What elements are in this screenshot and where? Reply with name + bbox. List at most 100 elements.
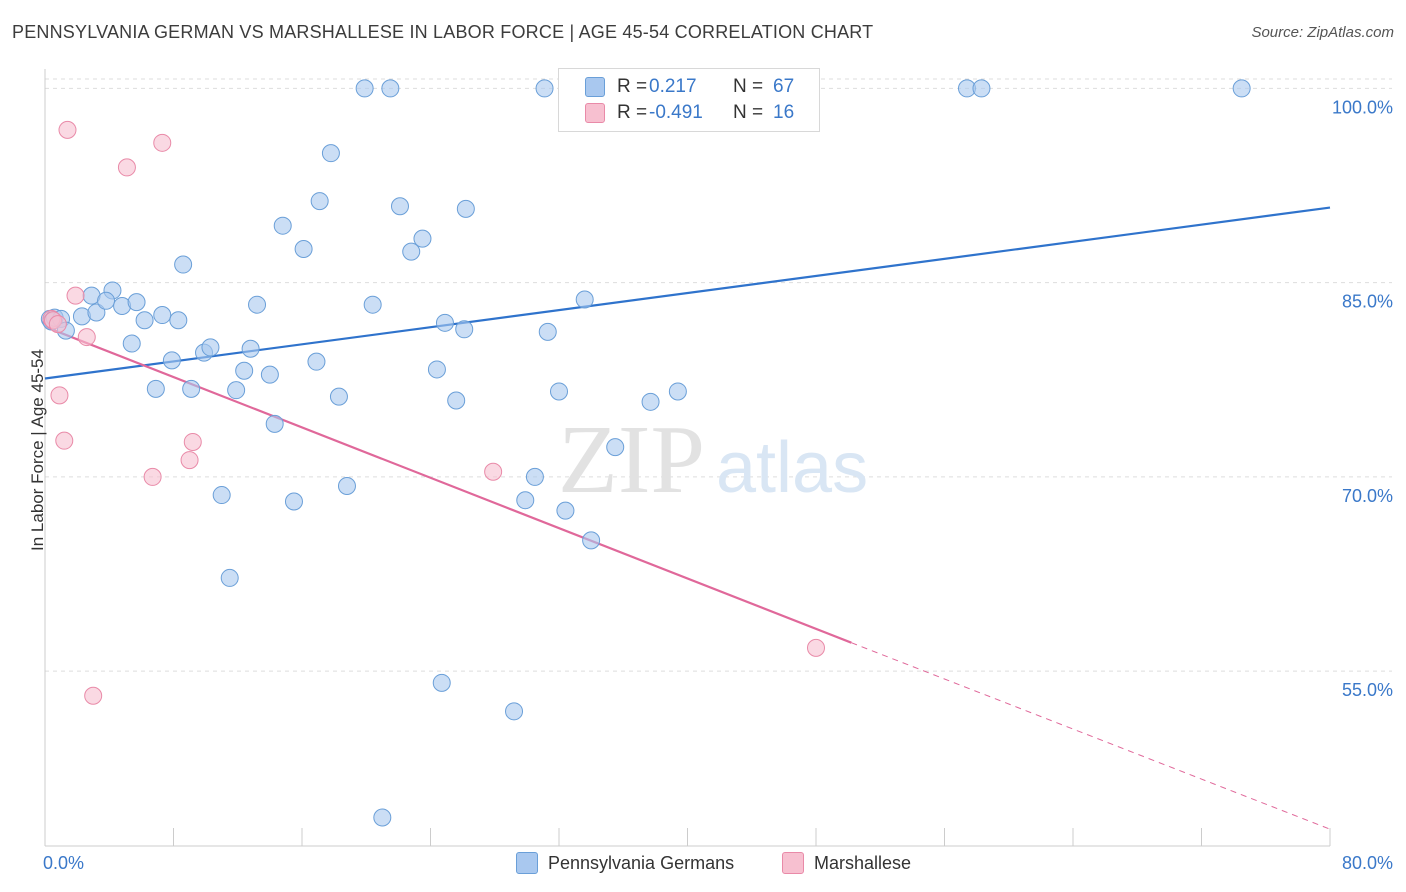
data-point-pennsylvania-germans xyxy=(556,501,575,520)
data-point-pennsylvania-germans xyxy=(127,293,146,312)
data-point-marshallese xyxy=(84,686,103,705)
y-axis-label: In Labor Force | Age 45-54 xyxy=(28,349,48,551)
data-point-pennsylvania-germans xyxy=(294,240,313,259)
data-point-pennsylvania-germans xyxy=(606,438,625,457)
chart-source: Source: ZipAtlas.com xyxy=(1251,24,1394,41)
data-point-pennsylvania-germans xyxy=(427,360,446,379)
x-tick-label: 0.0% xyxy=(43,853,84,873)
data-point-pennsylvania-germans xyxy=(355,79,374,98)
data-point-pennsylvania-germans xyxy=(241,339,260,358)
trend-line-marshallese xyxy=(44,325,852,644)
legend-r-value: 0.217 xyxy=(649,76,697,97)
series-legend: Pennsylvania Germans Marshallese xyxy=(0,852,1406,876)
data-point-pennsylvania-germans xyxy=(337,476,356,495)
data-point-pennsylvania-germans xyxy=(153,306,172,325)
data-point-pennsylvania-germans xyxy=(307,352,326,371)
legend-swatch-blue xyxy=(585,77,605,97)
data-point-pennsylvania-germans xyxy=(97,291,116,310)
legend-r-label: R = xyxy=(617,102,648,123)
data-point-pennsylvania-germans xyxy=(668,382,687,401)
trend-line-extension-marshallese xyxy=(851,642,1331,830)
data-point-marshallese xyxy=(48,315,67,334)
data-point-pennsylvania-germans xyxy=(329,387,348,406)
data-point-pennsylvania-germans xyxy=(535,79,554,98)
legend-n-label: N = xyxy=(733,102,764,123)
data-point-pennsylvania-germans xyxy=(516,491,535,510)
watermark-atlas: atlas xyxy=(716,428,868,508)
data-point-pennsylvania-germans xyxy=(972,79,991,98)
data-point-pennsylvania-germans xyxy=(435,313,454,332)
data-point-pennsylvania-germans xyxy=(212,486,231,505)
data-point-marshallese xyxy=(58,120,77,139)
data-point-marshallese xyxy=(153,133,172,152)
data-point-pennsylvania-germans xyxy=(310,192,329,211)
data-point-pennsylvania-germans xyxy=(505,702,524,721)
data-point-pennsylvania-germans xyxy=(135,311,154,330)
trend-lines xyxy=(44,206,1331,830)
data-point-pennsylvania-germans xyxy=(1232,79,1251,98)
data-point-pennsylvania-germans xyxy=(575,290,594,309)
tick-labels: 100.0% 85.0% 70.0% 55.0% 0.0% 80.0% xyxy=(43,97,1393,873)
data-point-pennsylvania-germans xyxy=(525,467,544,486)
data-point-pennsylvania-germans xyxy=(402,242,421,261)
watermark-zip: ZIP xyxy=(558,406,705,514)
legend-n-value: 16 xyxy=(773,102,795,123)
data-point-pennsylvania-germans xyxy=(641,392,660,411)
data-point-pennsylvania-germans xyxy=(456,199,475,218)
data-point-marshallese xyxy=(143,467,162,486)
data-point-marshallese xyxy=(55,431,74,450)
data-point-pennsylvania-germans xyxy=(363,295,382,314)
chart-title: PENNSYLVANIA GERMAN VS MARSHALLESE IN LA… xyxy=(12,22,874,42)
data-point-marshallese xyxy=(117,158,136,177)
x-tick-label: 80.0% xyxy=(1342,853,1393,873)
data-point-pennsylvania-germans xyxy=(260,365,279,384)
data-point-pennsylvania-germans xyxy=(162,351,181,370)
data-point-marshallese xyxy=(484,462,503,481)
data-point-pennsylvania-germans xyxy=(373,808,392,827)
data-point-pennsylvania-germans xyxy=(201,338,220,357)
data-point-marshallese xyxy=(77,328,96,347)
data-point-pennsylvania-germans xyxy=(227,381,246,400)
y-tick-label: 55.0% xyxy=(1342,680,1393,700)
watermark: ZIP atlas xyxy=(558,406,868,514)
data-point-pennsylvania-germans xyxy=(220,568,239,587)
data-point-pennsylvania-germans xyxy=(455,320,474,339)
legend-n-value: 67 xyxy=(773,76,795,97)
data-point-pennsylvania-germans xyxy=(550,382,568,401)
data-point-pennsylvania-germans xyxy=(235,361,254,380)
y-tick-label: 85.0% xyxy=(1342,292,1393,312)
series-legend-label: Pennsylvania Germans xyxy=(548,852,735,873)
data-point-pennsylvania-germans xyxy=(122,334,141,353)
legend-r-value: -0.491 xyxy=(649,102,703,123)
data-point-marshallese xyxy=(807,638,825,657)
trend-line-pennsylvania-germans xyxy=(44,206,1331,380)
series-swatch-blue xyxy=(516,852,538,874)
data-point-pennsylvania-germans xyxy=(447,391,466,410)
data-point-pennsylvania-germans xyxy=(538,322,557,341)
legend-r-label: R = xyxy=(617,76,648,97)
data-point-pennsylvania-germans xyxy=(381,79,400,98)
correlation-legend: R = 0.217 N = 67 R = -0.491 N = 16 xyxy=(558,68,820,132)
series-legend-item-pennsylvania-germans: Pennsylvania Germans xyxy=(516,852,734,874)
series-legend-label: Marshallese xyxy=(814,852,912,873)
data-point-marshallese xyxy=(50,386,69,405)
data-points xyxy=(40,79,1251,827)
legend-n-label: N = xyxy=(733,76,764,97)
data-point-marshallese xyxy=(183,432,202,451)
data-point-pennsylvania-germans xyxy=(146,379,165,398)
legend-swatch-pink xyxy=(585,103,605,123)
axes xyxy=(44,69,1331,847)
data-point-pennsylvania-germans xyxy=(390,197,409,216)
series-swatch-pink xyxy=(782,852,804,874)
data-point-pennsylvania-germans xyxy=(182,379,201,398)
data-point-pennsylvania-germans xyxy=(284,492,303,511)
data-point-pennsylvania-germans xyxy=(169,311,188,330)
data-point-pennsylvania-germans xyxy=(413,229,432,248)
data-point-pennsylvania-germans xyxy=(273,216,292,235)
data-point-marshallese xyxy=(180,451,199,470)
y-tick-label: 100.0% xyxy=(1332,97,1393,117)
data-point-pennsylvania-germans xyxy=(248,295,267,314)
data-point-pennsylvania-germans xyxy=(321,144,340,163)
series-legend-item-marshallese: Marshallese xyxy=(782,852,911,874)
